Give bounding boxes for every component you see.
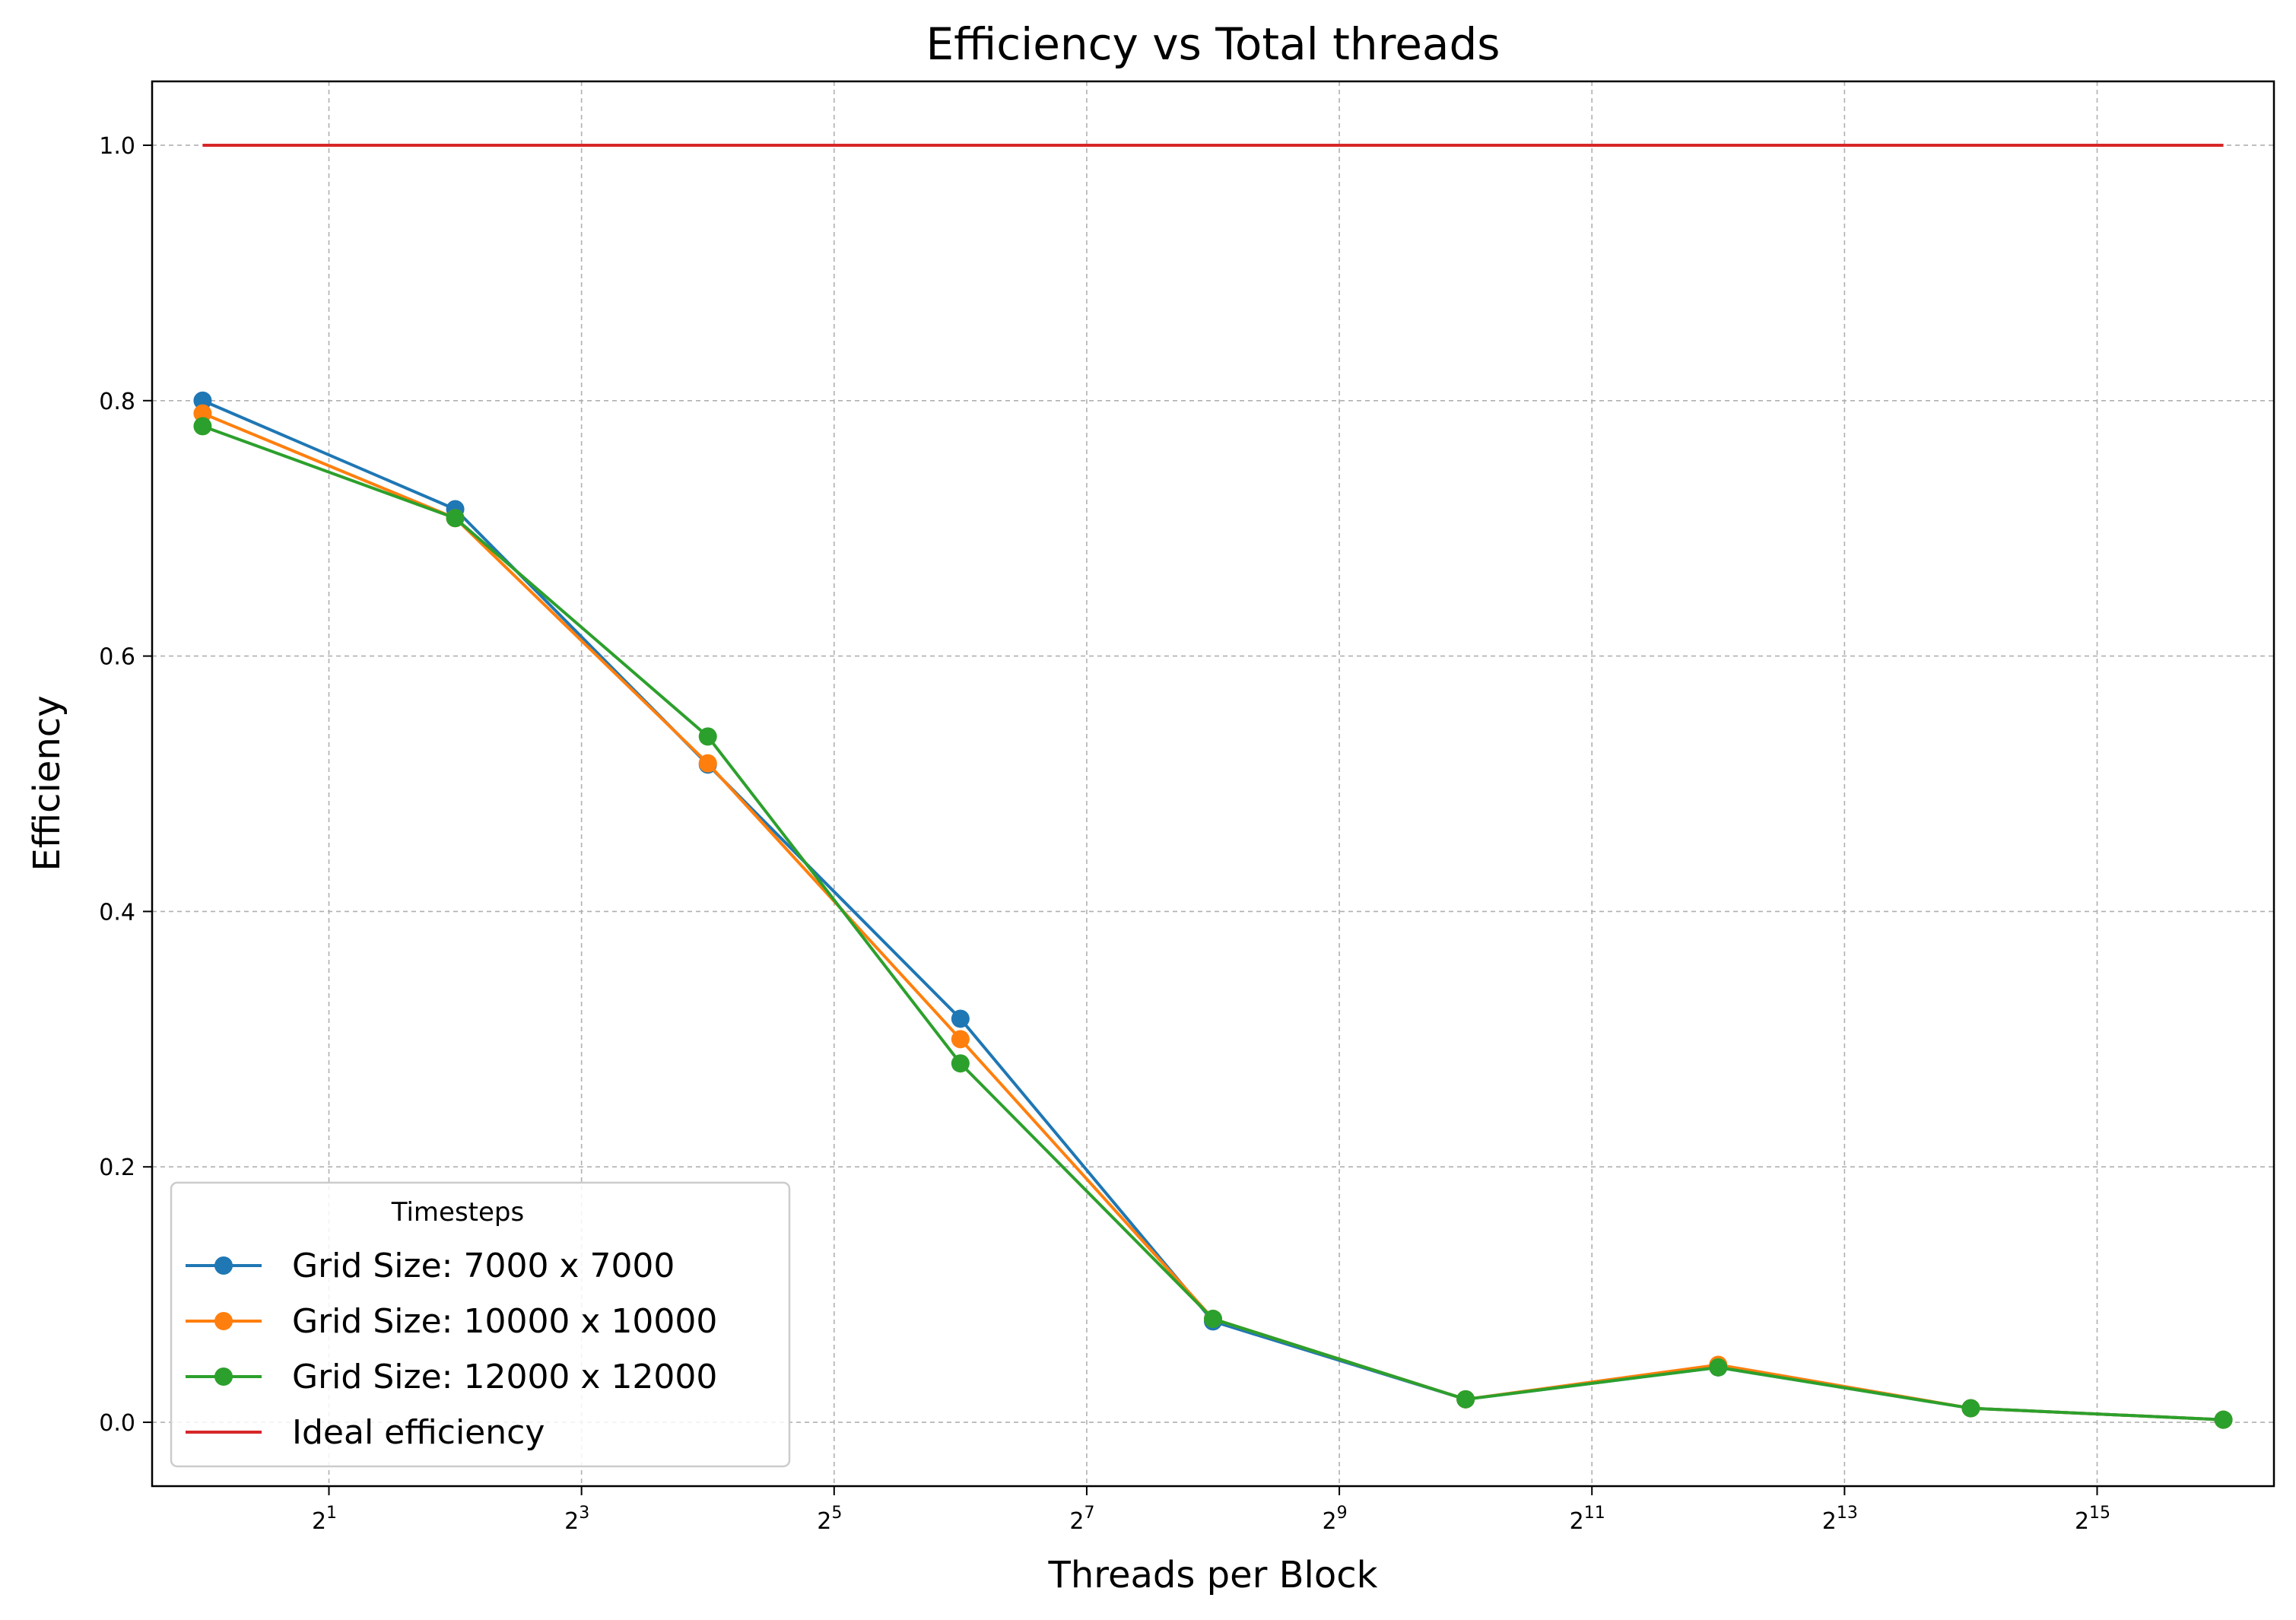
- x-tick-exponent: 5: [831, 1504, 842, 1523]
- y-tick-label: 0.4: [99, 899, 135, 926]
- series-3: [193, 417, 2233, 1429]
- x-tick-label: 211: [1570, 1504, 1605, 1535]
- data-point: [951, 1030, 970, 1049]
- x-tick-label: 27: [1069, 1504, 1094, 1535]
- data-point: [951, 1054, 970, 1073]
- y-axis-label: Efficiency: [26, 695, 68, 871]
- legend-title: Timesteps: [391, 1197, 524, 1228]
- data-point: [1204, 1310, 1222, 1329]
- legend-label: Grid Size: 10000 x 10000: [292, 1302, 717, 1341]
- legend-marker: [214, 1256, 233, 1275]
- y-tick-label: 1.0: [99, 133, 135, 160]
- x-tick-base: 2: [312, 1508, 326, 1535]
- x-tick-exponent: 9: [1337, 1504, 1348, 1523]
- x-tick-base: 2: [1570, 1508, 1584, 1535]
- data-point: [1456, 1390, 1475, 1409]
- data-point: [193, 417, 212, 436]
- x-tick-exponent: 7: [1084, 1504, 1094, 1523]
- data-point: [1961, 1399, 1980, 1418]
- data-point: [193, 391, 212, 410]
- x-tick-label: 213: [1822, 1504, 1858, 1535]
- x-tick-exponent: 15: [2089, 1504, 2110, 1523]
- plot-frame: [151, 80, 2275, 1488]
- y-ticks: 0.0 0.2 0.4 0.6 0.8 1.0: [99, 133, 152, 1437]
- legend-box: [170, 1181, 791, 1468]
- legend-marker: [214, 1312, 233, 1330]
- x-tick-label: 215: [2075, 1504, 2110, 1535]
- x-tick-base: 2: [1822, 1508, 1837, 1535]
- data-point: [1709, 1358, 1728, 1377]
- legend-label: Grid Size: 12000 x 12000: [292, 1358, 717, 1396]
- legend-label: Ideal efficiency: [292, 1413, 545, 1452]
- y-tick-label: 0.0: [99, 1410, 135, 1437]
- data-point: [193, 404, 212, 423]
- x-tick-label: 23: [564, 1504, 589, 1535]
- x-tick-label: 25: [817, 1504, 842, 1535]
- x-tick-exponent: 13: [1837, 1504, 1858, 1523]
- x-tick-base: 2: [1323, 1508, 1337, 1535]
- y-tick-label: 0.8: [99, 389, 135, 415]
- legend-marker: [214, 1367, 233, 1386]
- y-tick-label: 0.6: [99, 644, 135, 671]
- series-layer: [193, 143, 2233, 1429]
- legend-entries: Grid Size: 7000 x 7000 Grid Size: 10000 x…: [186, 1247, 717, 1452]
- data-point: [698, 754, 717, 773]
- x-tick-label: 21: [312, 1504, 337, 1535]
- x-tick-base: 2: [2075, 1508, 2089, 1535]
- data-point: [951, 1009, 970, 1028]
- x-tick-exponent: 3: [579, 1504, 589, 1523]
- data-point: [698, 727, 717, 746]
- legend-label: Grid Size: 7000 x 7000: [292, 1247, 675, 1285]
- x-tick-label: 29: [1323, 1504, 1348, 1535]
- y-tick-label: 0.2: [99, 1155, 135, 1181]
- chart-title: Efficiency vs Total threads: [926, 18, 1500, 70]
- x-tick-base: 2: [817, 1508, 831, 1535]
- x-tick-base: 2: [564, 1508, 579, 1535]
- x-tick-base: 2: [1069, 1508, 1084, 1535]
- x-axis-label: Threads per Block: [1048, 1554, 1378, 1596]
- data-point: [2214, 1410, 2233, 1429]
- x-tick-exponent: 1: [326, 1504, 337, 1523]
- data-point: [446, 509, 465, 528]
- x-ticks: 21 23 25 27 29 211 213 215: [312, 1486, 2110, 1535]
- x-tick-exponent: 11: [1584, 1504, 1605, 1523]
